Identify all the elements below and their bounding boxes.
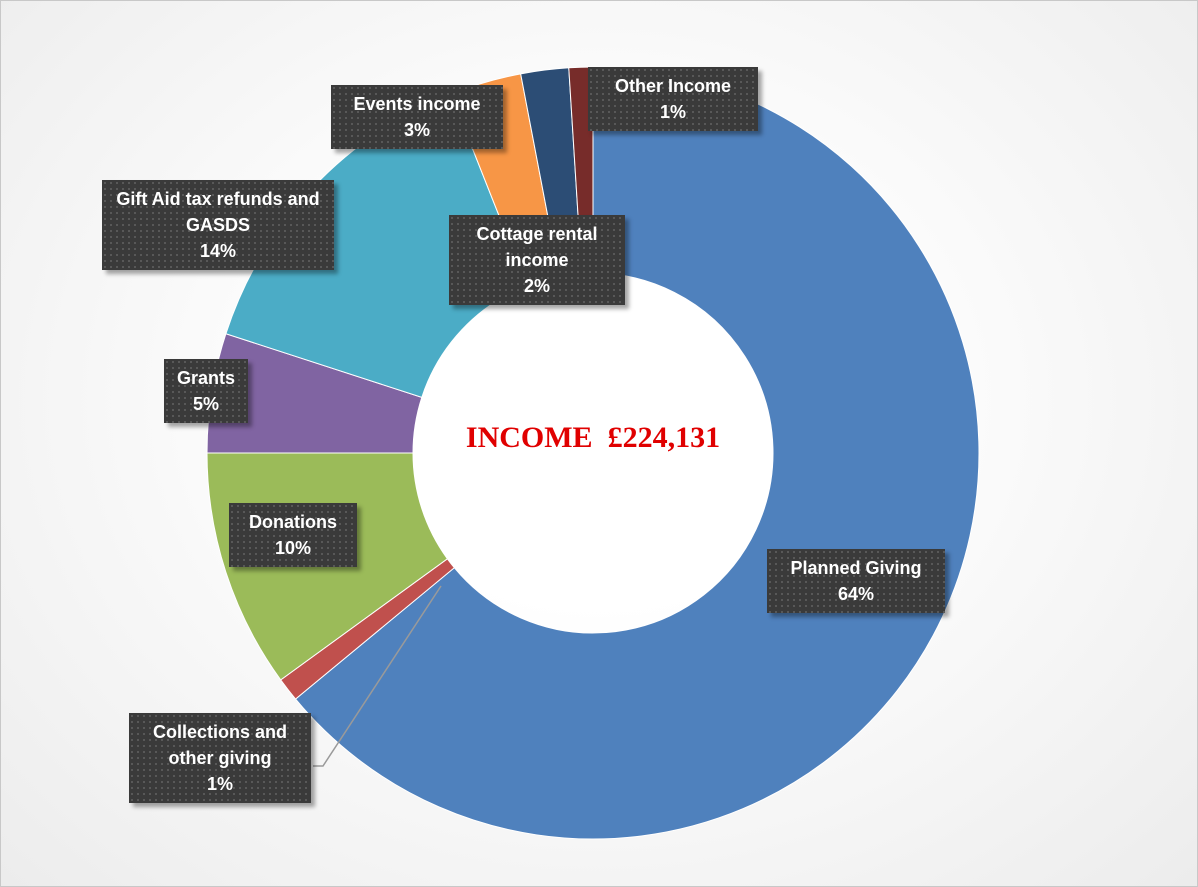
label-value: 10% [274,538,312,558]
data-label: Grants 5% [164,359,248,423]
label-category: Other Income [614,76,732,96]
data-label: Cottage rental income 2% [449,215,625,305]
label-category: Donations [249,512,337,532]
label-category: Cottage rental income [476,224,598,270]
label-value: 64% [837,584,875,604]
leader-line [313,585,442,767]
label-category: Gift Aid tax refunds and GASDS [116,189,320,235]
label-category: Collections and other giving [152,722,287,768]
label-category: Events income [353,94,481,114]
label-value: 2% [523,276,550,296]
donut-slice [294,66,980,840]
label-value: 5% [192,394,219,414]
data-label: Gift Aid tax refunds and GASDS 14% [102,180,334,270]
data-label: Donations 10% [229,503,357,567]
label-value: 1% [659,102,686,122]
label-value: 3% [403,120,430,140]
data-label: Events income 3% [331,85,503,149]
data-label: Planned Giving 64% [767,549,945,613]
label-value: 1% [206,774,233,794]
label-category: Grants [176,368,236,388]
label-value: 14% [199,241,237,261]
data-label: Collections and other giving 1% [129,713,311,803]
center-label: INCOME £224,131 [465,421,721,454]
label-category: Planned Giving [790,558,922,578]
data-label: Other Income 1% [588,67,758,131]
